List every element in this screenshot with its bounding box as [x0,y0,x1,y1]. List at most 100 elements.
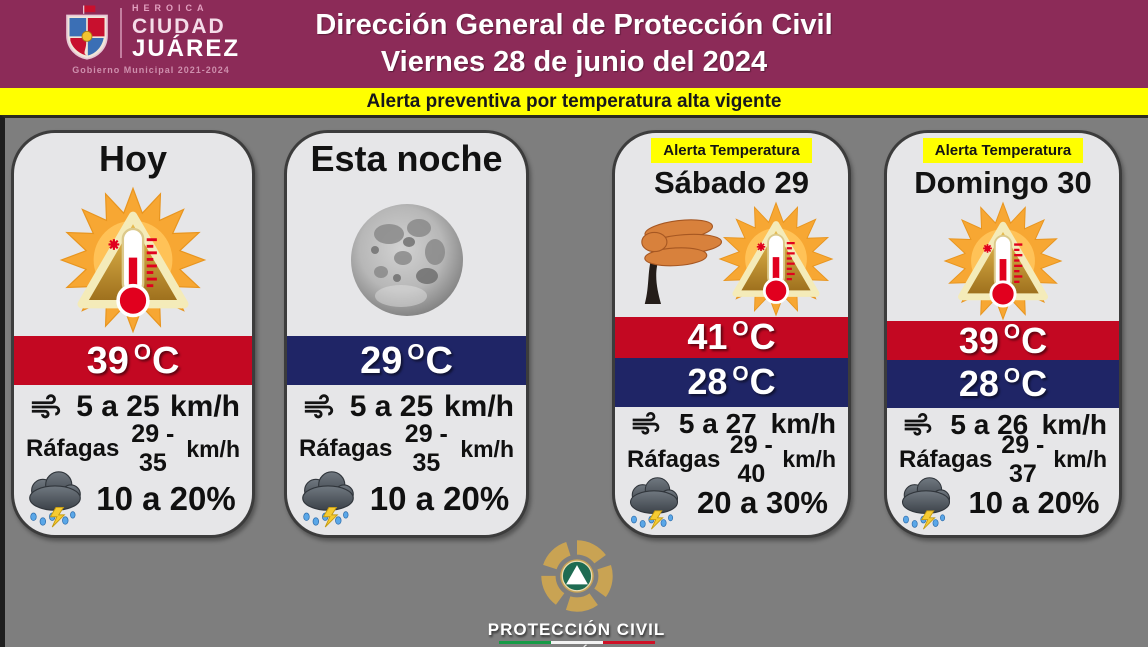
degree-sup: O [732,362,749,386]
temp-unit: C [151,339,180,382]
card-title: Esta noche [310,138,503,179]
high-temp-band: 39 O C [887,319,1119,361]
wind-range: 5 a 27 [678,408,757,440]
gust-label: Ráfagas [627,445,721,473]
gust-unit: km/h [460,435,514,462]
logo-heroica: HEROICA [131,3,209,13]
windy-tree-icon [630,209,726,309]
proteccion-civil-emblem-icon [535,534,619,618]
gust-label: Ráfagas [26,435,120,462]
header-titles: Dirección General de Protección Civil Vi… [0,0,1148,88]
high-temp-value: 39 [86,339,129,382]
gust-range: 29 - 37 [1001,430,1045,488]
badge-row: Alerta Temperatura [887,138,1119,163]
low-temp-band: 28 O C [887,360,1119,408]
card-icon-area [887,201,1119,321]
rain-row: 10 a 20% [287,469,526,535]
forecast-card-esta-noche: Esta noche 29 O C 5 a 25 km/h Ráfagas 29 -… [284,130,529,538]
footer-city-name: CD.JUÁREZ [529,645,624,647]
high-temp-value: 41 [687,316,728,358]
rain-probability: 10 a 20% [369,480,510,517]
degree-sup: O [1003,364,1021,388]
degree-sup: O [133,339,151,365]
gust-unit: km/h [186,435,240,462]
low-temp-band: 29 O C [287,336,526,385]
card-title: Hoy [98,138,167,179]
city-crest-icon [62,5,112,61]
wind-range: 5 a 25 [76,390,160,423]
temperature-alert-badge: Alerta Temperatura [922,138,1084,163]
temp-unit: C [749,316,776,358]
rain-probability: 10 a 20% [968,485,1100,520]
temp-unit: C [1021,319,1048,361]
wind-icon [299,390,339,424]
storm-cloud-icon [897,476,955,530]
wind-row: 5 a 25 km/h [14,385,252,429]
alert-banner: Alerta preventiva por temperatura alta v… [0,88,1148,115]
wind-row: 5 a 25 km/h [287,385,526,429]
wind-icon [26,390,66,424]
high-temp-band: 41 O C [615,317,848,358]
page-title: Dirección General de Protección Civil [315,9,833,42]
forecast-card-domingo-30: Alerta Temperatura Domingo 30 39 O C 28 O C … [884,130,1122,538]
gust-row: Ráfagas 29 - 35 km/h [14,420,252,477]
gust-label: Ráfagas [299,435,393,462]
logo-juarez: JUÁREZ [131,35,240,62]
temp-unit: C [425,339,453,382]
proteccion-civil-logo: PROTECCIÓN CIVIL CD.JUÁREZ [462,534,692,647]
gust-unit: km/h [1053,446,1107,472]
card-icon-area [615,201,848,317]
degree-sup: O [732,317,749,341]
sun-thermometer-alert-icon [943,201,1063,321]
tricolor-divider [498,641,655,644]
high-temp-value: 39 [958,319,999,361]
degree-sup: O [407,339,425,365]
low-temp-value: 29 [360,339,403,382]
storm-cloud-icon [24,470,86,528]
rain-row: 10 a 20% [887,477,1119,535]
rain-row: 20 a 30% [615,477,848,535]
storm-cloud-icon [297,470,359,528]
temp-unit: C [1021,363,1048,405]
sun-thermometer-alert-icon [718,201,834,317]
wind-range: 5 a 25 [349,390,434,423]
gust-row: Ráfagas 29 - 35 km/h [287,420,526,477]
wind-unit: km/h [169,390,240,423]
forecast-card-hoy: Hoy 39 O C 5 a 25 km/h Ráfagas 29 - 35 km/… [11,130,255,538]
wind-unit: km/h [443,390,514,423]
wind-unit: km/h [770,408,836,440]
sun-thermometer-alert-icon [59,186,207,334]
forecast-area: Hoy 39 O C 5 a 25 km/h Ráfagas 29 - 35 km/… [0,115,1148,647]
full-moon-icon [347,200,467,320]
wind-row: 5 a 27 km/h [615,407,848,442]
gust-range: 29 - 35 [404,420,448,477]
low-temp-value: 28 [687,361,728,403]
card-title: Domingo 30 [914,165,1092,200]
badge-row: Alerta Temperatura [615,138,848,163]
low-temp-value: 28 [958,363,999,405]
card-icon-area [14,183,252,336]
logo-ciudad: CIUDAD [131,15,226,38]
rain-probability: 20 a 30% [697,485,828,521]
rain-row: 10 a 20% [14,469,252,535]
footer-org-name: PROTECCIÓN CIVIL [487,620,666,639]
degree-sup: O [1003,320,1021,344]
low-temp-band: 28 O C [615,357,848,407]
gust-range: 29 - 35 [131,420,175,477]
high-temp-band: 39 O C [14,336,252,385]
wind-range: 5 a 26 [950,408,1029,440]
logo-divider [119,7,122,58]
wind-row: 5 a 26 km/h [887,408,1119,442]
gust-row: Ráfagas 29 - 37 km/h [887,431,1119,488]
card-icon-area [287,183,526,336]
wind-unit: km/h [1041,408,1107,440]
gust-label: Ráfagas [899,445,993,473]
gust-row: Ráfagas 29 - 40 km/h [615,431,848,488]
card-title: Sábado 29 [653,165,810,200]
wind-icon [627,408,665,440]
wind-icon [899,409,937,441]
temperature-alert-badge: Alerta Temperatura [651,138,812,163]
forecast-card-sabado-29: Alerta Temperatura Sábado 29 41 O C 28 O C 5… [612,130,851,538]
page-date: Viernes 28 de junio del 2024 [380,45,768,78]
